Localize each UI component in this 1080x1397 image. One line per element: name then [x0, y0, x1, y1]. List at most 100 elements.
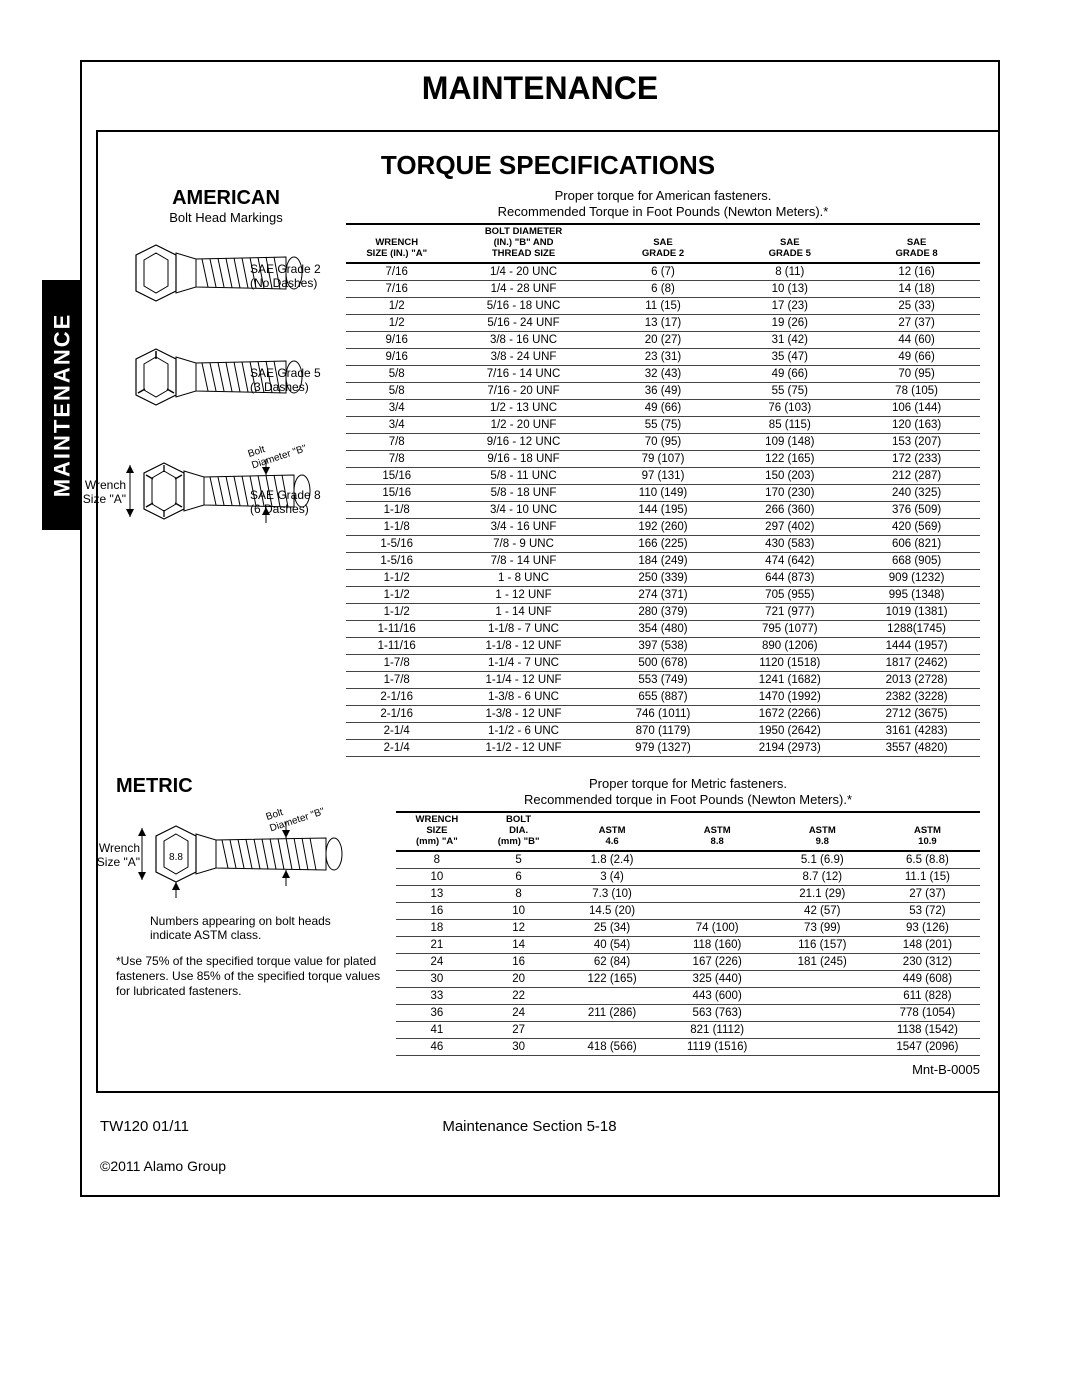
table-cell: 3/8 - 24 UNF [447, 348, 599, 365]
am-h-c2b: (IN.) "B" AND [494, 237, 554, 248]
table-cell: 2194 (2973) [726, 739, 853, 756]
table-row: 1387.3 (10)21.1 (29)27 (37) [396, 885, 980, 902]
table-row: 2-1/161-3/8 - 12 UNF746 (1011)1672 (2266… [346, 705, 980, 722]
table-cell: 1/4 - 20 UNC [447, 263, 599, 281]
table-cell: 2-1/4 [346, 739, 447, 756]
table-cell: 70 (95) [853, 365, 980, 382]
table-cell: 9/16 - 18 UNF [447, 450, 599, 467]
svg-text:8.8: 8.8 [169, 852, 183, 863]
table-cell: 14 [478, 936, 560, 953]
table-cell: 5/16 - 24 UNF [447, 314, 599, 331]
table-cell: 2-1/16 [346, 705, 447, 722]
table-row: 3020122 (165)325 (440)449 (608) [396, 970, 980, 987]
page-title: MAINTENANCE [422, 70, 658, 107]
table-cell: 27 [478, 1021, 560, 1038]
table-cell: 721 (977) [726, 603, 853, 620]
table-cell: 995 (1348) [853, 586, 980, 603]
table-cell: 85 (115) [726, 416, 853, 433]
table-cell [560, 1021, 665, 1038]
table-cell: 443 (600) [665, 987, 770, 1004]
table-cell: 181 (245) [770, 953, 875, 970]
table-cell: 5/16 - 18 UNC [447, 297, 599, 314]
copyright: ©2011 Alamo Group [100, 1158, 226, 1174]
table-cell: 240 (325) [853, 484, 980, 501]
bolt-diagram-grade5: SAE Grade 5 (3 Dashes) [116, 337, 336, 427]
table-row: 4127821 (1112)1138 (1542) [396, 1021, 980, 1038]
table-cell: 1-3/8 - 12 UNF [447, 705, 599, 722]
m-h-c4: ASTM8.8 [665, 812, 770, 851]
table-cell: 78 (105) [853, 382, 980, 399]
spec-title: TORQUE SPECIFICATIONS [116, 150, 980, 181]
table-cell: 7/8 - 14 UNF [447, 552, 599, 569]
table-row: 9/163/8 - 24 UNF23 (31)35 (47)49 (66) [346, 348, 980, 365]
m-h-c1a: WRENCH [416, 814, 459, 825]
table-row: 7/161/4 - 20 UNC6 (7)8 (11)12 (16) [346, 263, 980, 281]
page-footer: TW120 01/11 Maintenance Section 5-18 [100, 1118, 980, 1135]
grade8-label1: SAE Grade 8 [250, 489, 336, 503]
table-cell: 166 (225) [600, 535, 727, 552]
american-table: WRENCH SIZE (IN.) "A" BOLT DIAMETER (IN.… [346, 223, 980, 757]
table-cell: 1-11/16 [346, 620, 447, 637]
table-cell: 42 (57) [770, 902, 875, 919]
table-cell: 1119 (1516) [665, 1038, 770, 1055]
table-cell: 13 [396, 885, 478, 902]
am-h-c1a: WRENCH [375, 237, 418, 248]
table-row: 15/165/8 - 11 UNC97 (131)150 (203)212 (2… [346, 467, 980, 484]
am-h-c2a: BOLT DIAMETER [485, 226, 562, 237]
table-cell: 2-1/4 [346, 722, 447, 739]
m-h-c2a: BOLT [506, 814, 531, 825]
table-cell: 74 (100) [665, 919, 770, 936]
m-h-c5: ASTM9.8 [770, 812, 875, 851]
table-cell: 49 (66) [600, 399, 727, 416]
table-cell: 1470 (1992) [726, 688, 853, 705]
table-cell [665, 902, 770, 919]
table-cell: 106 (144) [853, 399, 980, 416]
table-cell: 10 [396, 868, 478, 885]
table-cell: 1-1/4 - 7 UNC [447, 654, 599, 671]
footer-left: TW120 01/11 [100, 1118, 189, 1135]
table-cell: 979 (1327) [600, 739, 727, 756]
table-row: 1-11/161-1/8 - 12 UNF397 (538)890 (1206)… [346, 637, 980, 654]
table-row: 1-5/167/8 - 9 UNC166 (225)430 (583)606 (… [346, 535, 980, 552]
table-cell: 118 (160) [665, 936, 770, 953]
table-cell: 354 (480) [600, 620, 727, 637]
table-cell: 890 (1206) [726, 637, 853, 654]
table-cell: 3/4 - 10 UNC [447, 501, 599, 518]
table-cell: 1241 (1682) [726, 671, 853, 688]
table-row: 1-1/21 - 8 UNC250 (339)644 (873)909 (123… [346, 569, 980, 586]
table-cell: 24 [396, 953, 478, 970]
table-cell: 7/8 - 9 UNC [447, 535, 599, 552]
m-h-c6: ASTM10.9 [875, 812, 980, 851]
m-h-c1b: SIZE [426, 825, 447, 836]
table-cell: 1019 (1381) [853, 603, 980, 620]
table-cell: 1547 (2096) [875, 1038, 980, 1055]
table-cell: 1-1/2 - 12 UNF [447, 739, 599, 756]
table-row: 5/87/16 - 14 UNC32 (43)49 (66)70 (95) [346, 365, 980, 382]
table-cell: 7/16 [346, 263, 447, 281]
m-h-c1c: (mm) "A" [416, 836, 458, 847]
table-row: 1-1/21 - 12 UNF274 (371)705 (955)995 (13… [346, 586, 980, 603]
table-cell: 280 (379) [600, 603, 727, 620]
table-cell: 109 (148) [726, 433, 853, 450]
table-cell: 19 (26) [726, 314, 853, 331]
table-cell: 10 (13) [726, 280, 853, 297]
table-cell: 1672 (2266) [726, 705, 853, 722]
table-cell: 10 [478, 902, 560, 919]
american-right-col: Proper torque for American fasteners. Re… [346, 187, 980, 757]
table-row: 7/89/16 - 18 UNF79 (107)122 (165)172 (23… [346, 450, 980, 467]
table-cell: 6 [478, 868, 560, 885]
table-cell: 14.5 (20) [560, 902, 665, 919]
table-cell: 5/8 - 11 UNC [447, 467, 599, 484]
table-cell: 167 (226) [665, 953, 770, 970]
table-cell: 33 [396, 987, 478, 1004]
table-cell: 55 (75) [600, 416, 727, 433]
grade5-label1: SAE Grade 5 [250, 367, 336, 381]
table-row: 1/25/16 - 24 UNF13 (17)19 (26)27 (37) [346, 314, 980, 331]
table-cell: 1-1/2 [346, 586, 447, 603]
grade2-label1: SAE Grade 2 [250, 263, 336, 277]
table-cell: 1.8 (2.4) [560, 851, 665, 869]
table-cell: 3/4 [346, 416, 447, 433]
table-cell: 1444 (1957) [853, 637, 980, 654]
table-row: 211440 (54)118 (160)116 (157)148 (201) [396, 936, 980, 953]
table-cell: 266 (360) [726, 501, 853, 518]
